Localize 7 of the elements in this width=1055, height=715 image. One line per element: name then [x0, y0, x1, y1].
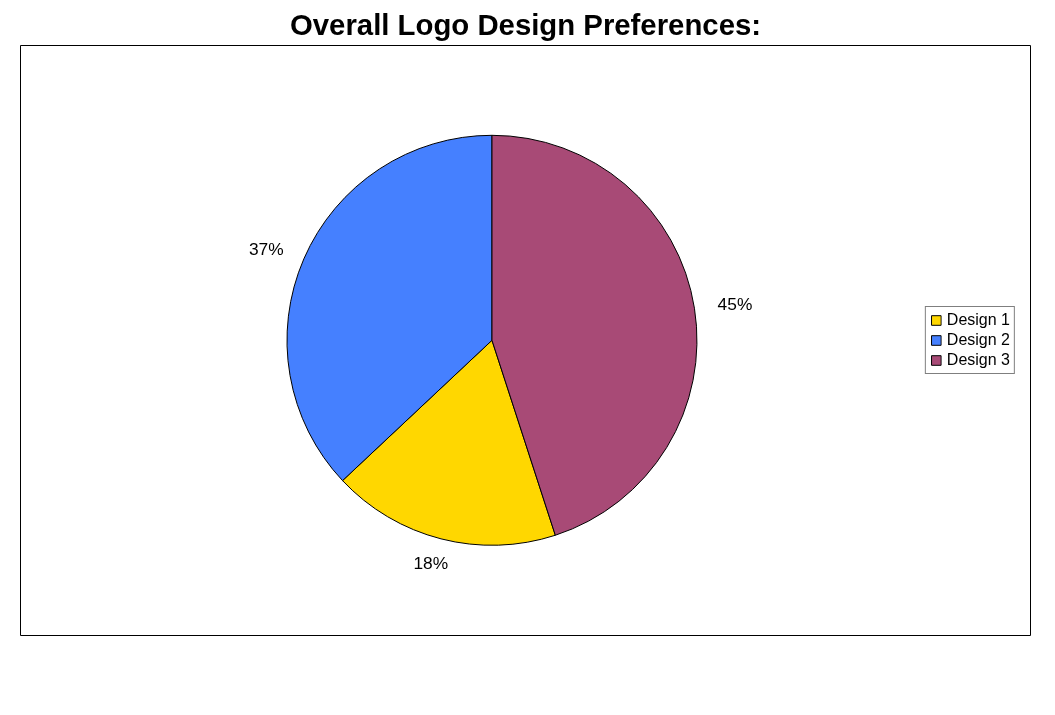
legend-label: Design 1: [946, 311, 1010, 329]
legend-label: Design 2: [946, 331, 1010, 349]
data-label: 45%: [717, 294, 753, 315]
data-label: 18%: [413, 552, 449, 573]
legend-label: Design 3: [946, 351, 1010, 369]
data-label: 37%: [248, 239, 284, 260]
chart-title: Overall Logo Design Preferences:: [289, 7, 762, 41]
